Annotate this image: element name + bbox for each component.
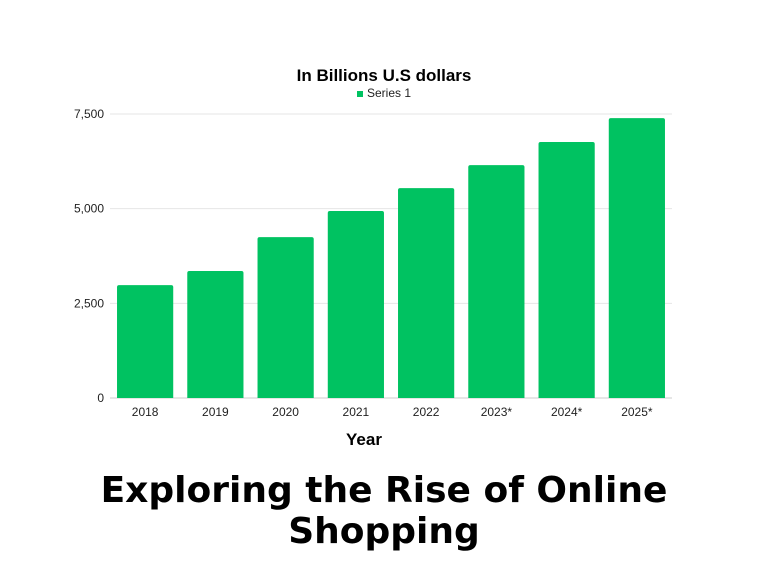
page-caption: Exploring the Rise of Online Shopping xyxy=(100,470,668,552)
x-tick-label: 2019 xyxy=(202,405,229,419)
bar-2025-projected xyxy=(608,118,665,398)
x-tick-label: 2022 xyxy=(413,405,440,419)
x-tick-label: 2023* xyxy=(481,405,513,419)
x-tick-label: 2024* xyxy=(551,405,583,419)
x-tick-label: 2018 xyxy=(132,405,159,419)
legend-swatch xyxy=(357,91,363,97)
x-axis-ticks: 2018 2019 2020 2021 2022 2023* 2024* 2025* xyxy=(132,405,653,419)
bar-2021 xyxy=(327,211,384,398)
legend-label: Series 1 xyxy=(367,86,411,100)
bar-2024-projected xyxy=(538,141,595,398)
x-axis-label: Year xyxy=(346,430,382,449)
bar-2019 xyxy=(187,270,244,398)
y-axis-ticks: 0 2,500 5,000 7,500 xyxy=(74,107,104,405)
bar-2022 xyxy=(398,188,455,398)
bar-2020 xyxy=(257,237,314,398)
legend: Series 1 xyxy=(357,86,411,100)
bar-2018 xyxy=(117,285,174,398)
chart-title: In Billions U.S dollars xyxy=(297,66,472,85)
y-tick-label: 2,500 xyxy=(74,296,104,310)
y-tick-label: 5,000 xyxy=(74,202,104,216)
bar-chart: In Billions U.S dollars Series 1 0 2,500 5… xyxy=(74,66,672,449)
y-tick-label: 7,500 xyxy=(74,107,104,121)
x-tick-label: 2025* xyxy=(621,405,653,419)
y-tick-label: 0 xyxy=(97,391,104,405)
bars xyxy=(117,118,665,398)
bar-2023-projected xyxy=(468,165,525,398)
x-tick-label: 2021 xyxy=(343,405,370,419)
x-tick-label: 2020 xyxy=(272,405,299,419)
